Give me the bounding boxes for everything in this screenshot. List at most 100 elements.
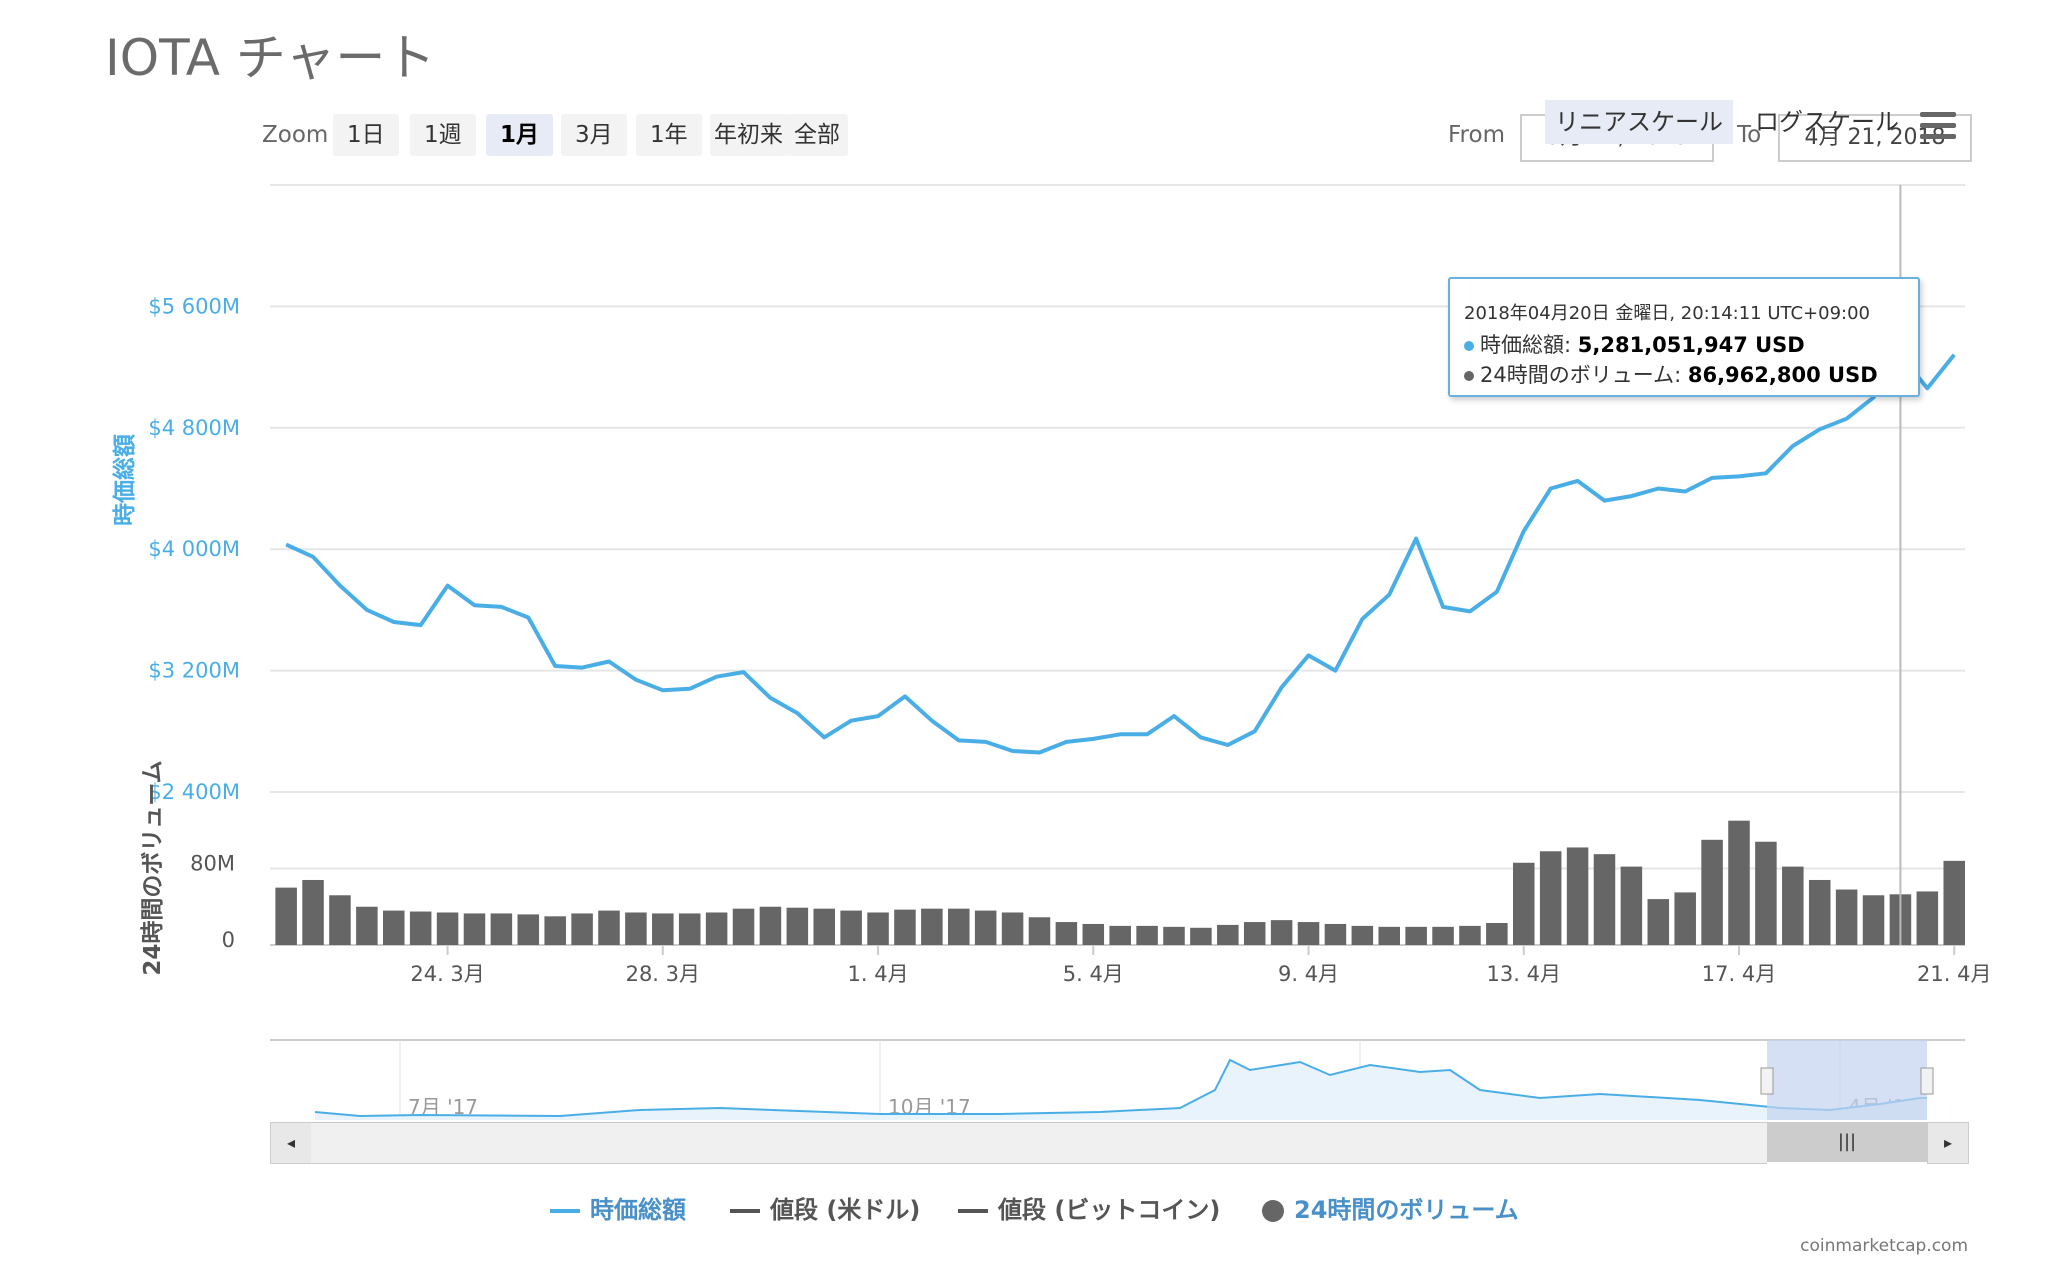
volume-bar	[598, 910, 620, 945]
x-tick-label: 21. 4月	[1917, 962, 1991, 986]
x-tick-label: 17. 4月	[1702, 962, 1776, 986]
volume-bar	[1028, 917, 1051, 945]
main-y-tick-label: $5 600M	[148, 294, 240, 318]
x-tick-label: 13. 4月	[1487, 962, 1561, 986]
zoom-ytd-button[interactable]: 年初来	[710, 114, 787, 156]
volume-bar	[1755, 841, 1777, 945]
volume-bar	[867, 912, 889, 945]
volume-bar	[383, 910, 405, 945]
main-y-tick-label: $4 800M	[148, 416, 240, 440]
legend-item-price-btc[interactable]: 値段 (ビットコイン)	[958, 1190, 1220, 1225]
legend-item-price-usd[interactable]: 値段 (米ドル)	[730, 1190, 920, 1225]
credit-link[interactable]: coinmarketcap.com	[1800, 1236, 1968, 1256]
volume-bar	[1701, 839, 1723, 945]
volume-bars	[275, 820, 1965, 945]
tooltip: 2018年04月20日 金曜日, 20:14:11 UTC+09:00 時価総額…	[1448, 277, 1920, 397]
zoom-3m-button[interactable]: 3月	[561, 114, 627, 156]
volume-bar	[275, 887, 297, 945]
volume-bar	[1782, 866, 1804, 945]
from-label: From	[1448, 122, 1505, 148]
main-y-tick-label: $4 000M	[148, 537, 240, 561]
volume-bar	[705, 912, 728, 945]
x-tick-label: 24. 3月	[410, 962, 484, 986]
volume-y-axis-label: 24時間のボリューム	[140, 760, 166, 975]
volume-bar	[1351, 925, 1374, 945]
volume-bar	[1163, 926, 1185, 945]
volume-bar	[1378, 926, 1400, 945]
main-y-axis-ticks: $5 600M $4 800M $4 000M $3 200M $2 400M	[148, 294, 240, 804]
log-scale-button[interactable]: ログスケール	[1755, 108, 1899, 136]
volume-bar	[463, 913, 486, 945]
scroll-left-button[interactable]: ◂	[270, 1122, 312, 1164]
legend-item-market-cap[interactable]: 時価総額	[550, 1190, 686, 1225]
to-label: To	[1737, 122, 1762, 148]
volume-bar	[732, 908, 755, 945]
x-tick-label: 28. 3月	[626, 962, 700, 986]
zoom-all-button[interactable]: 全部	[786, 114, 848, 156]
volume-bar	[1109, 925, 1131, 945]
zoom-1m-button[interactable]: 1月	[486, 114, 554, 156]
volume-bar	[544, 916, 566, 945]
volume-bar	[1862, 895, 1885, 945]
volume-bar	[625, 912, 647, 945]
volume-bar	[1217, 924, 1239, 945]
line-swatch-icon	[550, 1209, 580, 1213]
scroll-right-button[interactable]: ▸	[1927, 1122, 1969, 1164]
zoom-1y-button[interactable]: 1年	[636, 114, 702, 156]
x-axis-ticks: 24. 3月 28. 3月 1. 4月 5. 4月 9. 4月 13. 4月 17. 4月 2…	[410, 945, 1991, 986]
volume-bar	[1647, 899, 1670, 945]
volume-y-tick-label: 80M	[190, 852, 235, 876]
volume-bar	[1539, 851, 1562, 945]
volume-bar	[1432, 926, 1454, 945]
main-y-tick-label: $3 200M	[148, 659, 240, 683]
tooltip-volume: 24時間のボリューム: 86,962,800 USD	[1464, 359, 1878, 389]
hamburger-menu-icon[interactable]	[1920, 112, 1956, 142]
volume-bar	[1728, 820, 1750, 945]
volume-bar	[1324, 923, 1347, 945]
volume-bar	[1190, 927, 1212, 945]
line-swatch-icon	[730, 1209, 760, 1213]
navigator-selection	[1767, 1040, 1927, 1120]
market-cap-dot-icon	[1464, 341, 1474, 351]
volume-bar	[1405, 926, 1427, 945]
volume-bar	[974, 910, 997, 945]
navigator-handle-left	[1760, 1067, 1774, 1095]
volume-bar	[759, 906, 782, 945]
volume-bar	[1835, 889, 1858, 945]
volume-bar	[356, 906, 378, 945]
volume-bar	[678, 913, 701, 945]
x-tick-label: 5. 4月	[1063, 962, 1124, 986]
volume-bar	[1943, 860, 1965, 945]
scrollbar-track[interactable]	[311, 1122, 1767, 1164]
main-y-axis-label: 時価総額	[111, 434, 138, 526]
volume-bar	[490, 913, 513, 945]
volume-bar	[571, 913, 593, 945]
volume-bar	[302, 879, 324, 945]
scrollbar-thumb[interactable]: |||	[1767, 1122, 1927, 1162]
volume-bar	[1055, 922, 1078, 945]
market-cap-line	[285, 352, 1956, 755]
page-title: IOTA チャート	[105, 29, 436, 87]
volume-bar	[1136, 925, 1158, 945]
volume-dot-icon	[1464, 371, 1474, 381]
volume-bar	[1620, 866, 1643, 945]
volume-bar	[840, 910, 862, 945]
volume-bar	[1270, 920, 1293, 945]
volume-bar	[409, 911, 432, 945]
legend-item-volume[interactable]: 24時間のボリューム	[1262, 1190, 1519, 1225]
volume-bar	[894, 909, 916, 945]
volume-bar	[436, 912, 459, 945]
volume-y-axis-ticks: 80M 0	[190, 852, 235, 953]
volume-bar	[948, 908, 970, 945]
navigator-handle-right	[1920, 1067, 1934, 1095]
volume-bar	[921, 908, 943, 945]
navigator-area	[315, 1060, 1927, 1120]
linear-scale-button[interactable]: リニアスケール	[1545, 100, 1733, 144]
tooltip-date: 2018年04月20日 金曜日, 20:14:11 UTC+09:00	[1464, 303, 1870, 324]
navigator-line	[314, 1058, 1927, 1118]
zoom-1d-button[interactable]: 1日	[333, 114, 399, 156]
volume-bar	[1459, 925, 1481, 945]
zoom-1w-button[interactable]: 1週	[410, 114, 476, 156]
volume-bar	[1513, 862, 1535, 945]
